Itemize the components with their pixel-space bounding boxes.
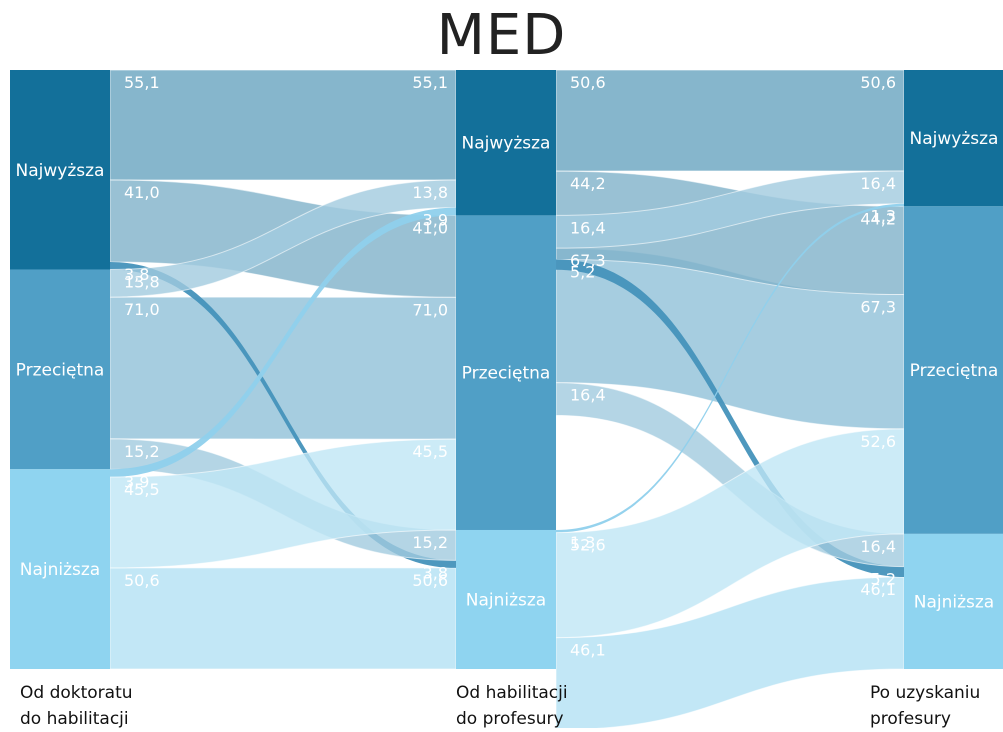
flow-label-start: 52,6 <box>570 536 606 555</box>
flow-label-start: 46,1 <box>570 641 606 660</box>
flow-label-start: 16,4 <box>570 386 606 405</box>
flow-label-end: 50,6 <box>412 571 448 590</box>
node-label: Najniższa <box>914 592 994 612</box>
flow-najnizsza-to-najwyzsza-stage-2 <box>556 203 904 533</box>
flow-label-end: 16,4 <box>860 174 896 193</box>
flow-label-end: 45,5 <box>412 442 448 461</box>
flow-najnizsza-to-najwyzsza-stage-1 <box>110 207 456 478</box>
chart-title: MED <box>436 3 567 68</box>
flow-label-end: 55,1 <box>412 73 448 92</box>
node-label: Przeciętna <box>462 364 551 384</box>
flow-label-end: 15,2 <box>412 533 448 552</box>
node-label: Przeciętna <box>910 361 999 381</box>
flow-label-start: 15,2 <box>124 442 160 461</box>
flow-label-end: 50,6 <box>860 73 896 92</box>
flow-label-end: 13,8 <box>412 183 448 202</box>
node-przecietna-col-3 <box>904 206 1003 534</box>
flow-label-start: 71,0 <box>124 300 160 319</box>
flows <box>109 69 905 728</box>
flow-label-start: 55,1 <box>124 73 160 92</box>
flow-label-start: 13,8 <box>124 273 160 292</box>
flow-label-end: 16,4 <box>860 537 896 556</box>
node-najnizsza-col-3 <box>904 533 1003 669</box>
stage-label: Od doktoratu do habilitacji <box>20 683 133 729</box>
node-label: Najwyższa <box>910 129 999 149</box>
flow-najwyzsza-to-najnizsza-stage-1 <box>110 261 456 568</box>
flow-label-end: 3,8 <box>423 563 448 582</box>
flow-label-start: 50,6 <box>124 571 160 590</box>
flow-label-end: 3,9 <box>423 211 448 230</box>
node-najnizsza-col-2 <box>456 529 556 669</box>
flow-najnizsza-to-najnizsza-stage-1 <box>109 567 457 670</box>
flow-label-start: 16,4 <box>570 218 606 237</box>
flow-label-start: 3,9 <box>124 472 149 491</box>
node-najwyzsza-col-3 <box>904 70 1003 207</box>
stage-label: Od habilitacji do profesury <box>456 683 568 729</box>
flow-najwyzsza-to-najnizsza-stage-2 <box>556 259 904 577</box>
flow-label-end: 1,3 <box>871 207 896 226</box>
node-label: Najwyższa <box>462 134 551 154</box>
node-przecietna-col-1 <box>10 269 110 470</box>
node-label: Najwyższa <box>16 161 105 181</box>
flow-label-start: 67,3 <box>570 251 606 270</box>
node-label: Przeciętna <box>16 360 105 380</box>
node-label: Najniższa <box>20 560 100 580</box>
flow-label-start: 1,3 <box>570 533 595 552</box>
flow-label-end: 44,2 <box>860 209 896 228</box>
stage-label: Po uzyskaniu profesury <box>870 683 981 729</box>
flow-label-end: 5,2 <box>871 570 896 589</box>
nodes: Najwyższa Przeciętna Najniższa Najwyższa Prz… <box>10 70 1003 669</box>
flow-label-end: 41,0 <box>412 218 448 237</box>
flow-label-end: 71,0 <box>412 300 448 319</box>
flow-najwyzsza-to-najwyzsza-stage-2 <box>555 69 905 172</box>
node-label: Najniższa <box>466 590 546 610</box>
node-najnizsza-col-1 <box>10 469 110 669</box>
flow-label-start: 41,0 <box>124 183 160 202</box>
flow-label-start: 45,5 <box>124 480 160 499</box>
flow-labels: 55,1 55,171,0 71,050,6 50,641,041,03,83,813… <box>124 73 896 660</box>
flow-label-start: 5,2 <box>570 262 595 281</box>
flow-label-end: 67,3 <box>860 298 896 317</box>
flow-label-end: 46,1 <box>860 580 896 599</box>
node-najwyzsza-col-2 <box>456 70 556 216</box>
node-najwyzsza-col-1 <box>10 70 110 270</box>
node-przecietna-col-2 <box>456 215 556 530</box>
flow-label-start: 50,6 <box>570 73 606 92</box>
flow-label-start: 44,2 <box>570 174 606 193</box>
flow-label-start: 3,8 <box>124 265 149 284</box>
flow-najwyzsza-to-najwyzsza-stage-1 <box>109 69 457 181</box>
flow-label-end: 52,6 <box>860 432 896 451</box>
